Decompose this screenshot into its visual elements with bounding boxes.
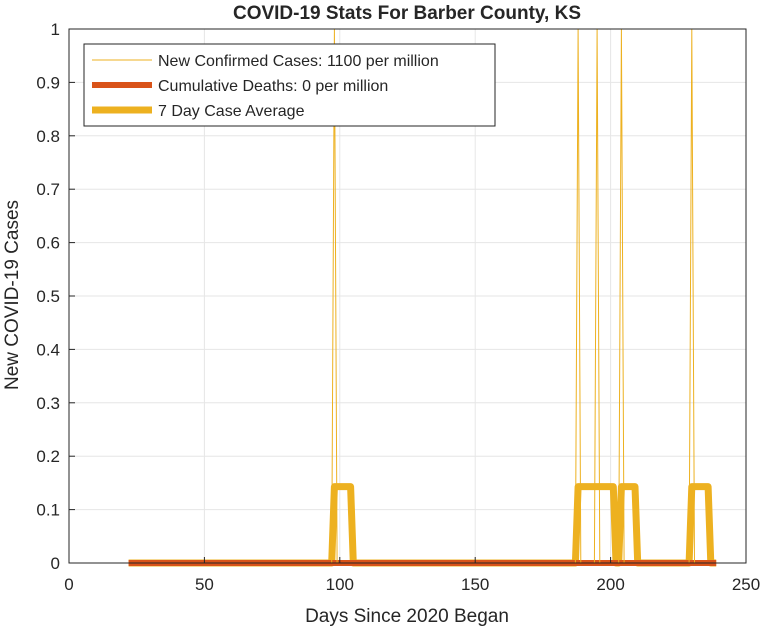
legend-box [83, 43, 496, 127]
y-tick-label: 0.5 [36, 287, 60, 306]
ticks: 0 50 100 150 200 250 0 0.1 0.2 0.3 0.4 0.5 0.6 0.7 0.8… [36, 20, 760, 594]
y-tick-label: 0.6 [36, 234, 60, 253]
chart-title: COVID-19 Stats For Barber County, KS [233, 3, 581, 24]
legend-label-0: New Confirmed Cases: 1100 per million [158, 53, 439, 70]
x-tick-label: 150 [461, 575, 489, 594]
y-tick-label: 0.3 [36, 394, 60, 413]
series-line-0 [128, 28, 717, 564]
x-tick-label: 200 [596, 575, 624, 594]
y-tick-label: 0.4 [36, 340, 60, 359]
x-tick-label: 100 [326, 575, 354, 594]
legend: New Confirmed Cases: 1100 per million Cum… [83, 43, 496, 127]
y-tick-label: 0.9 [36, 73, 60, 92]
legend-label-1: Cumulative Deaths: 0 per million [158, 78, 388, 95]
legend-label-2: 7 Day Case Average [158, 103, 305, 120]
y-axis-label: New COVID-19 Cases [2, 200, 23, 390]
y-tick-label: 0.2 [36, 447, 60, 466]
y-tick-label: 0.1 [36, 501, 60, 520]
x-tick-label: 250 [732, 575, 760, 594]
x-tick-label: 50 [195, 575, 214, 594]
x-tick-label: 0 [64, 575, 73, 594]
y-tick-label: 0.7 [36, 180, 60, 199]
y-tick-label: 0 [51, 554, 60, 573]
y-tick-label: 0.8 [36, 127, 60, 146]
y-tick-label: 1 [51, 20, 60, 39]
x-axis-label: Days Since 2020 Began [305, 606, 509, 627]
